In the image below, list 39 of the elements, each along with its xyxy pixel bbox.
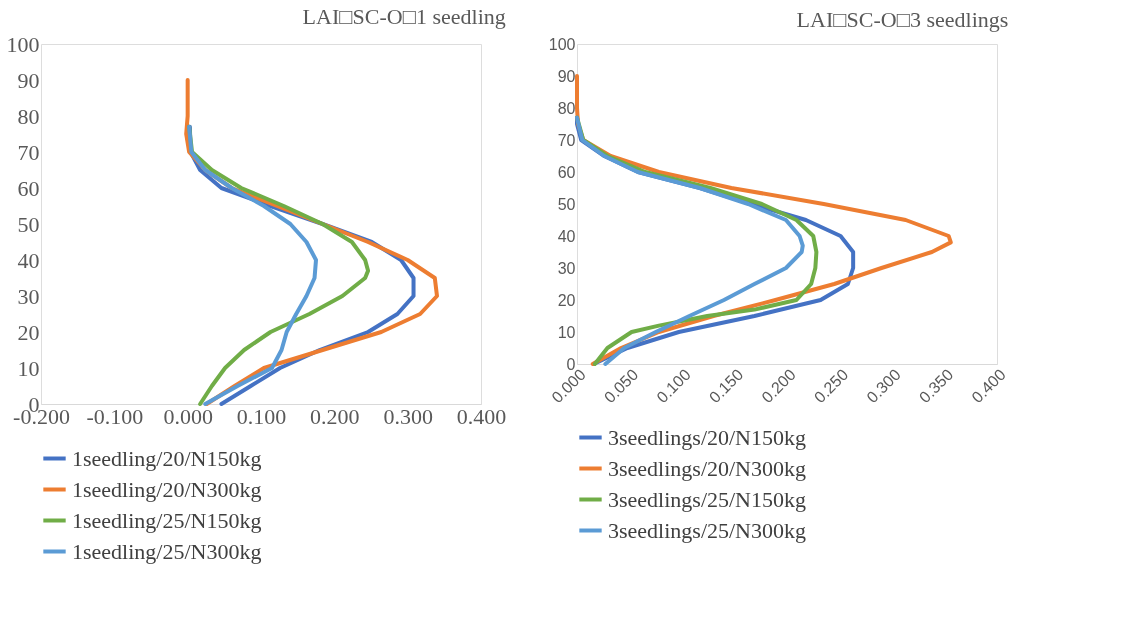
y-tick-label: 40 (17, 247, 40, 273)
line-series (187, 124, 371, 406)
legend-label: 3seedlings/20/N300kg (608, 455, 806, 481)
legend-label: 3seedlings/25/N300kg (608, 517, 806, 543)
legend-label: 1seedling/25/N150kg (72, 507, 262, 533)
chart-title: LAI□SC-O□3 seedlings (796, 7, 1009, 32)
y-tick-label: 60 (17, 175, 40, 201)
y-tick-label: 30 (557, 259, 576, 277)
y-tick-label: 50 (557, 195, 576, 213)
line-series (187, 124, 318, 406)
y-tick-label: 20 (557, 291, 576, 309)
x-tick-label: 0.000 (163, 403, 213, 429)
y-tick-label: 60 (557, 163, 576, 181)
y-tick-label: 70 (557, 131, 576, 149)
y-tick-label: 50 (17, 211, 40, 237)
y-tick-label: 30 (17, 283, 40, 309)
y-tick-label: 80 (17, 103, 40, 129)
y-tick-label: 90 (557, 67, 576, 85)
y-tick-label: 70 (17, 139, 40, 165)
legend-label: 1seedling/20/N300kg (72, 476, 262, 502)
y-tick-label: 10 (557, 323, 576, 341)
y-tick-label: 90 (17, 67, 40, 93)
x-tick-label: 0.300 (383, 403, 433, 429)
legend-label: 1seedling/20/N150kg (72, 445, 262, 471)
y-tick-label: 80 (557, 99, 576, 117)
chart-title: LAI□SC-O□1 seedling (302, 4, 506, 29)
legend-label: 1seedling/25/N300kg (72, 538, 262, 564)
y-tick-label: 40 (557, 227, 576, 245)
x-tick-label: -0.100 (86, 403, 144, 429)
legend-label: 3seedlings/20/N150kg (608, 424, 806, 450)
y-tick-label: 100 (548, 35, 576, 53)
legend-label: 3seedlings/25/N150kg (608, 486, 806, 512)
y-tick-label: 100 (6, 31, 40, 57)
x-tick-label: 0.200 (310, 403, 360, 429)
x-tick-label: 0.400 (456, 403, 507, 429)
x-tick-label: 0.100 (236, 403, 287, 429)
y-tick-label: 0 (566, 355, 576, 373)
y-tick-label: 10 (17, 355, 40, 381)
y-tick-label: 20 (17, 319, 40, 345)
